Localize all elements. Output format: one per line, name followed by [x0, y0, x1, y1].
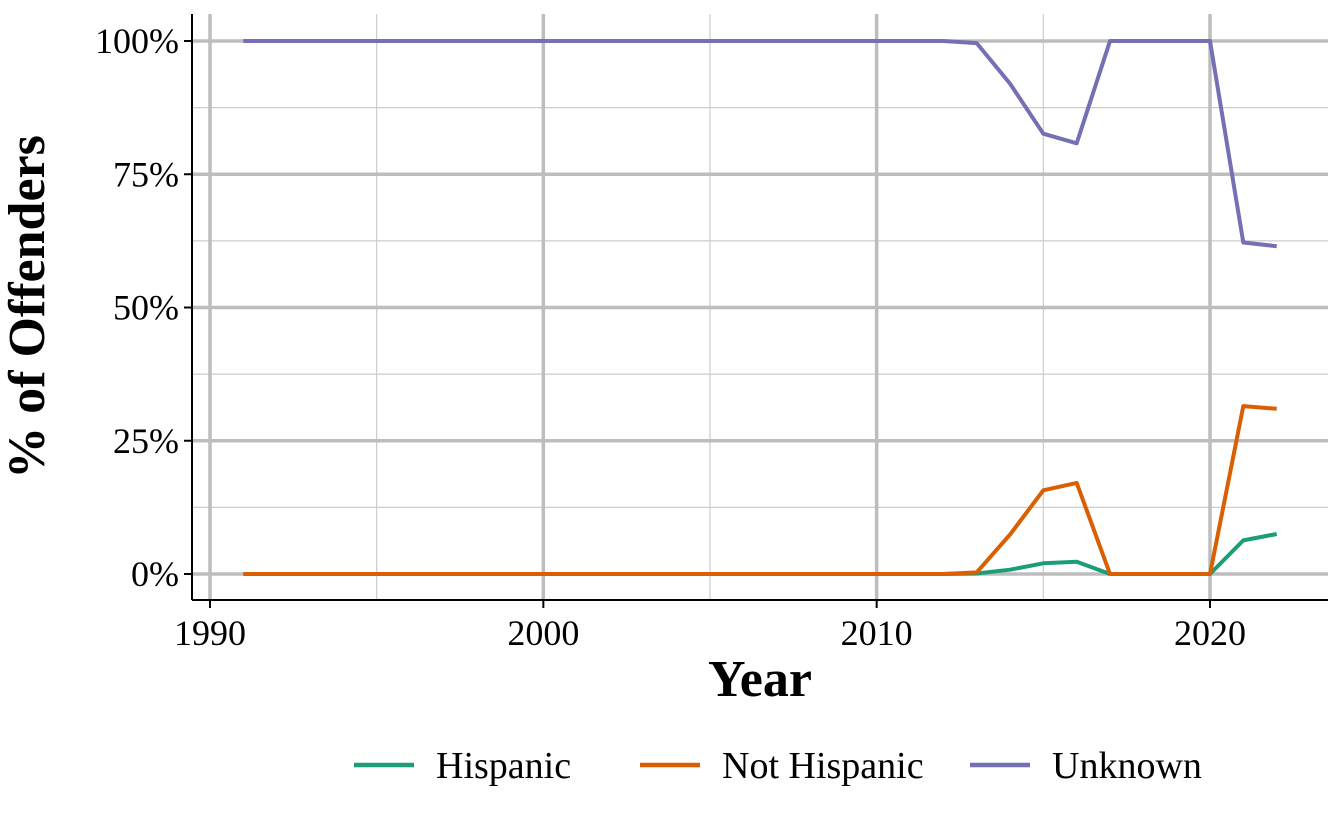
legend: Hispanic Not Hispanic Unknown — [354, 745, 1202, 787]
series-line-hispanic — [243, 532, 1278, 576]
x-tick-label: 2010 — [841, 613, 913, 653]
y-tick-label: 100% — [95, 21, 179, 61]
legend-label: Not Hispanic — [722, 745, 924, 787]
x-tick-label: 1990 — [174, 613, 246, 653]
x-axis-title: Year — [708, 651, 812, 708]
y-tick-label: 0% — [131, 554, 179, 594]
y-tick-label: 50% — [113, 288, 179, 328]
y-tick-label: 75% — [113, 154, 179, 194]
grid-lines — [192, 14, 1328, 600]
series-lines — [243, 39, 1278, 576]
series-line-unknown — [243, 39, 1277, 249]
legend-label: Unknown — [1052, 745, 1202, 787]
x-tick-label: 2020 — [1174, 613, 1246, 653]
x-tick-label: 2000 — [507, 613, 579, 653]
series-line-not-hispanic — [243, 404, 1277, 576]
y-axis-title: % of Offenders — [0, 135, 56, 479]
tick-labels: 1990 2000 2010 2020 0% 25% 50% 75% 100% — [95, 21, 1246, 653]
y-tick-label: 25% — [113, 421, 179, 461]
legend-label: Hispanic — [436, 745, 571, 787]
